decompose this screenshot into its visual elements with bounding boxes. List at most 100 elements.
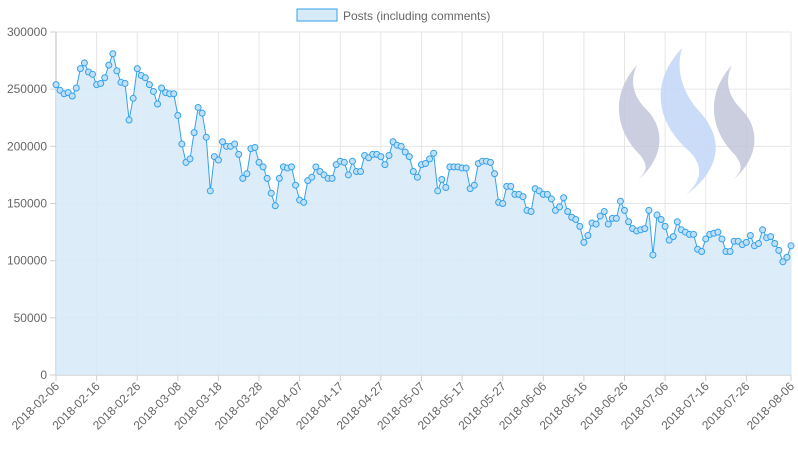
data-point[interactable] xyxy=(661,222,669,230)
data-point[interactable] xyxy=(401,148,409,156)
data-point[interactable] xyxy=(101,74,109,82)
data-point[interactable] xyxy=(580,238,588,246)
data-point[interactable] xyxy=(231,140,239,148)
data-point[interactable] xyxy=(641,225,649,233)
data-point[interactable] xyxy=(133,65,141,73)
data-point[interactable] xyxy=(340,158,348,166)
data-point[interactable] xyxy=(344,171,352,179)
data-point[interactable] xyxy=(113,67,121,75)
data-point[interactable] xyxy=(612,214,620,222)
data-point[interactable] xyxy=(438,175,446,183)
data-point[interactable] xyxy=(214,156,222,164)
data-point[interactable] xyxy=(149,87,157,95)
data-point[interactable] xyxy=(178,140,186,148)
data-point[interactable] xyxy=(413,173,421,181)
data-point[interactable] xyxy=(292,181,300,189)
data-point[interactable] xyxy=(442,183,450,191)
data-point[interactable] xyxy=(328,174,336,182)
data-point[interactable] xyxy=(592,220,600,228)
data-point[interactable] xyxy=(141,74,149,82)
data-point[interactable] xyxy=(755,240,763,248)
data-point[interactable] xyxy=(560,194,568,202)
data-point[interactable] xyxy=(235,150,243,158)
data-point[interactable] xyxy=(604,220,612,228)
data-point[interactable] xyxy=(487,158,494,166)
data-point[interactable] xyxy=(543,190,551,198)
data-point[interactable] xyxy=(596,212,604,220)
data-point[interactable] xyxy=(657,216,665,224)
data-point[interactable] xyxy=(348,157,356,165)
data-point[interactable] xyxy=(80,59,88,67)
data-point[interactable] xyxy=(251,143,259,151)
data-point[interactable] xyxy=(263,174,271,182)
data-point[interactable] xyxy=(645,206,653,214)
data-point[interactable] xyxy=(714,228,722,236)
data-point[interactable] xyxy=(556,203,564,211)
data-point[interactable] xyxy=(243,170,251,178)
data-point[interactable] xyxy=(507,182,515,190)
data-point[interactable] xyxy=(499,200,507,207)
data-point[interactable] xyxy=(288,163,296,171)
data-point[interactable] xyxy=(783,253,791,261)
data-point[interactable] xyxy=(426,155,434,163)
data-point[interactable] xyxy=(385,151,393,159)
data-point[interactable] xyxy=(109,50,117,58)
data-point[interactable] xyxy=(547,195,555,203)
data-point[interactable] xyxy=(462,164,470,172)
data-point[interactable] xyxy=(470,181,478,189)
data-point[interactable] xyxy=(381,161,389,169)
legend[interactable]: Posts (including comments) xyxy=(296,8,490,23)
data-point[interactable] xyxy=(519,193,527,201)
data-point[interactable] xyxy=(52,81,60,89)
data-point[interactable] xyxy=(616,197,624,205)
data-point[interactable] xyxy=(194,103,202,111)
data-point[interactable] xyxy=(267,189,275,197)
data-point[interactable] xyxy=(125,116,133,124)
data-point[interactable] xyxy=(397,142,405,150)
data-point[interactable] xyxy=(158,84,166,92)
data-point[interactable] xyxy=(564,208,572,215)
data-point[interactable] xyxy=(621,206,629,214)
data-point[interactable] xyxy=(198,109,206,117)
data-point[interactable] xyxy=(72,84,80,92)
data-point[interactable] xyxy=(275,174,283,182)
data-point[interactable] xyxy=(746,232,754,240)
data-point[interactable] xyxy=(121,79,129,87)
data-point[interactable] xyxy=(68,92,76,100)
data-point[interactable] xyxy=(174,111,182,119)
data-point[interactable] xyxy=(649,251,657,259)
data-point[interactable] xyxy=(271,202,279,210)
data-point[interactable] xyxy=(600,208,608,215)
data-point[interactable] xyxy=(771,240,779,248)
data-point[interactable] xyxy=(434,187,442,195)
data-point[interactable] xyxy=(105,61,113,69)
data-point[interactable] xyxy=(218,138,226,146)
data-point[interactable] xyxy=(308,173,316,181)
data-point[interactable] xyxy=(239,174,247,182)
data-point[interactable] xyxy=(698,248,706,256)
data-point[interactable] xyxy=(405,153,413,161)
data-point[interactable] xyxy=(690,230,698,238)
data-point[interactable] xyxy=(312,163,320,171)
data-point[interactable] xyxy=(357,167,365,175)
data-point[interactable] xyxy=(584,232,592,240)
data-point[interactable] xyxy=(430,149,438,157)
data-point[interactable] xyxy=(718,235,726,243)
data-point[interactable] xyxy=(300,198,308,206)
data-point[interactable] xyxy=(129,94,137,102)
data-point[interactable] xyxy=(767,233,775,241)
data-point[interactable] xyxy=(625,218,633,226)
data-point[interactable] xyxy=(186,155,194,163)
data-point[interactable] xyxy=(702,235,710,243)
data-point[interactable] xyxy=(377,153,385,161)
data-point[interactable] xyxy=(491,170,499,178)
data-point[interactable] xyxy=(669,233,677,241)
data-point[interactable] xyxy=(154,100,162,108)
data-point[interactable] xyxy=(576,222,584,230)
data-point[interactable] xyxy=(170,90,178,98)
data-point[interactable] xyxy=(202,133,210,141)
data-point[interactable] xyxy=(409,167,417,175)
data-point[interactable] xyxy=(673,218,681,226)
data-point[interactable] xyxy=(742,238,750,246)
data-point[interactable] xyxy=(759,226,767,234)
